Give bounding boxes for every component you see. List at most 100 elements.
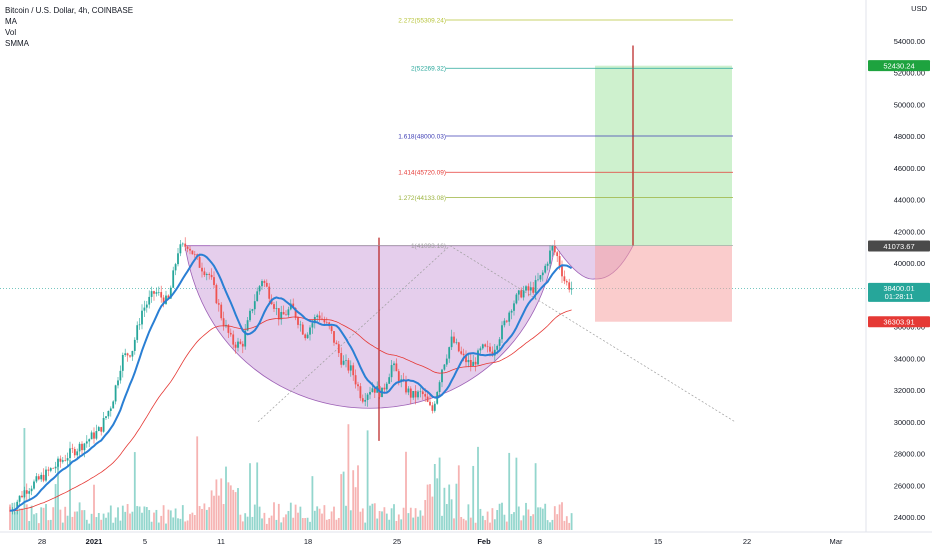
candle-body <box>465 355 467 363</box>
volume-bar <box>390 508 393 530</box>
volume-bar <box>364 522 367 530</box>
candle-body <box>383 387 386 390</box>
candle-body <box>33 481 35 489</box>
candle-body <box>287 309 290 316</box>
volume-bar <box>371 503 374 530</box>
candle-body <box>385 383 388 390</box>
volume-bar <box>457 465 460 530</box>
volume-bar <box>268 517 271 530</box>
candle-body <box>568 282 571 290</box>
candle-body <box>69 448 71 459</box>
x-tick-label: 25 <box>393 537 401 546</box>
volume-bar <box>21 508 23 530</box>
symbol-title[interactable]: Bitcoin / U.S. Dollar, 4h, COINBASE <box>5 6 134 15</box>
y-tick-label: 42000.00 <box>894 227 925 236</box>
candle-body <box>220 304 223 319</box>
candle-body <box>369 391 371 395</box>
candle-body <box>441 369 443 383</box>
candle-body <box>157 292 160 293</box>
candle-body <box>489 346 491 352</box>
candle-body <box>105 416 107 418</box>
candle-body <box>419 391 422 393</box>
volume-bar <box>18 508 21 530</box>
candle-body <box>237 341 239 348</box>
volume-bar <box>258 506 261 530</box>
volume-bar <box>287 510 290 530</box>
volume-bar <box>102 513 105 530</box>
drawings <box>184 45 736 441</box>
volume-bar <box>133 452 136 530</box>
indicator-vol[interactable]: Vol <box>5 28 17 37</box>
indicator-smma[interactable]: SMMA <box>5 39 29 48</box>
candle-body <box>167 295 170 299</box>
indicator-ma[interactable]: MA <box>5 17 17 26</box>
x-tick-label: Feb <box>477 537 491 546</box>
volume-bar <box>177 518 179 530</box>
volume-bar <box>345 505 347 530</box>
volume-bar <box>551 519 554 530</box>
price-tag-label: 52430.24 <box>883 61 914 70</box>
candle-body <box>520 290 523 298</box>
volume-bar <box>381 511 383 530</box>
volume-bar <box>215 479 218 530</box>
candle-body <box>558 256 561 267</box>
candle-body <box>249 310 251 321</box>
candle-body <box>505 320 508 322</box>
candle-body <box>551 245 554 251</box>
volume-bar <box>412 517 415 530</box>
candle-body <box>227 324 230 333</box>
volume-bar <box>328 519 331 530</box>
candle-body <box>541 272 544 276</box>
candle-body <box>35 476 38 482</box>
volume-bar <box>568 522 571 530</box>
volume-bar <box>400 519 403 530</box>
volume-bar <box>405 451 407 530</box>
volume-bar <box>474 522 477 530</box>
candle-body <box>59 458 62 462</box>
volume-bar <box>150 521 153 530</box>
candle-body <box>397 371 400 382</box>
volume-bar <box>534 463 537 530</box>
volume-bar <box>179 518 182 530</box>
volume-bar <box>383 507 386 530</box>
candle-body <box>556 252 559 257</box>
price-tag <box>868 240 930 252</box>
volume-bar <box>275 519 278 530</box>
volume-bar <box>563 520 566 530</box>
candle-body <box>93 432 95 439</box>
candle-body <box>496 345 499 350</box>
volume-bar <box>201 508 203 530</box>
candle-body <box>273 304 275 309</box>
candle-body <box>129 355 131 357</box>
volume-bar <box>357 465 359 530</box>
candle-body <box>244 330 247 347</box>
candle-body <box>162 297 165 304</box>
candle-body <box>88 439 91 442</box>
volume-bar <box>301 518 304 530</box>
volume-bar <box>112 522 115 530</box>
candle-body <box>510 310 513 313</box>
volume-bar <box>467 504 470 530</box>
candle-body <box>54 466 57 469</box>
axes: 24000.00 26000.00 28000.00 30000.00 32000.00… <box>38 4 930 546</box>
candle-body <box>71 448 74 450</box>
candle-body <box>285 314 287 316</box>
candle-body <box>357 384 359 387</box>
volume-bar <box>16 510 19 530</box>
candle-body <box>373 388 376 393</box>
volume-bar <box>189 514 191 530</box>
volume-bar <box>282 517 285 530</box>
volume-bar <box>493 519 496 530</box>
volume-bar <box>232 489 235 530</box>
candle-body <box>445 358 448 365</box>
volume-bar <box>354 487 357 530</box>
candle-body <box>109 408 112 411</box>
volume-bar <box>253 504 256 530</box>
candle-body <box>66 458 69 461</box>
fib-level-label: 1.414(45720.09) <box>398 170 446 177</box>
candle-body <box>282 311 285 315</box>
candle-body <box>453 336 455 343</box>
volume-bar <box>90 513 93 530</box>
volume-bar <box>366 430 369 530</box>
